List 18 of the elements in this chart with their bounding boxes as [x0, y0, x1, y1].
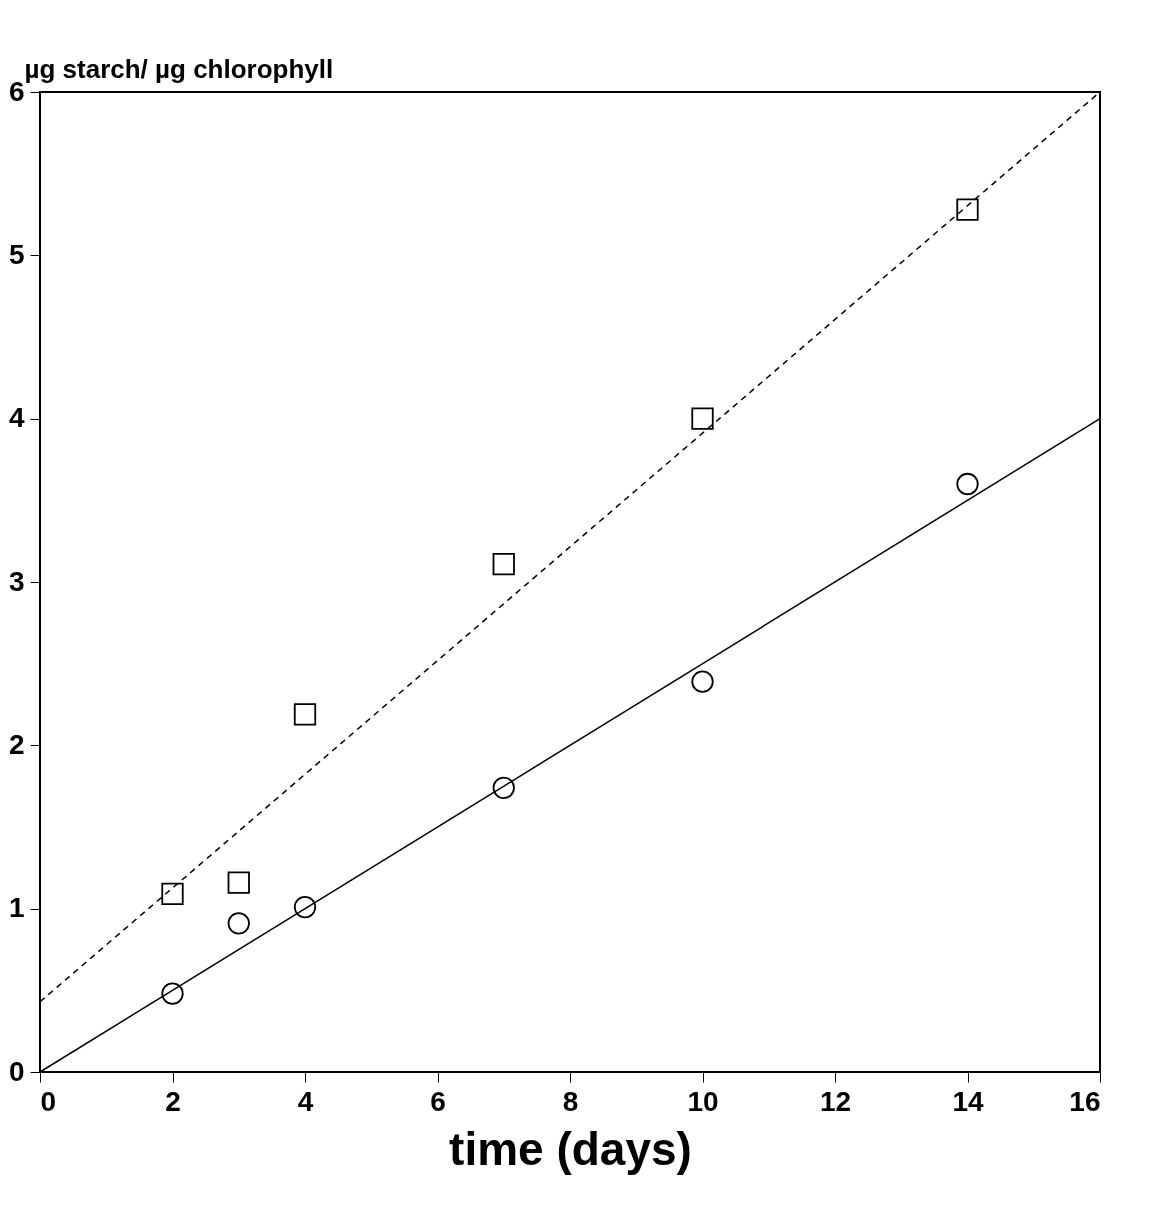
y-tick-label: 5 — [8, 238, 25, 270]
x-axis-title: time (days) — [449, 1122, 692, 1175]
y-tick-label: 6 — [8, 75, 25, 107]
x-tick-label: 8 — [562, 1085, 579, 1117]
x-tick-label: 10 — [687, 1085, 719, 1117]
y-tick-label: 4 — [8, 402, 25, 434]
x-tick-label: 12 — [819, 1085, 852, 1117]
y-tick-label: 2 — [8, 728, 25, 760]
x-tick-label: 14 — [952, 1085, 984, 1117]
x-tick-label: 16 — [1069, 1085, 1101, 1117]
y-tick-label: 3 — [8, 565, 25, 597]
y-axis-title: µg starch/ µg chlorophyll — [24, 53, 334, 84]
x-tick-label: 0 — [40, 1085, 57, 1117]
y-tick-label: 1 — [8, 892, 25, 924]
y-tick-label: 0 — [8, 1055, 25, 1087]
x-tick-label: 4 — [297, 1085, 314, 1117]
x-tick-label: 6 — [430, 1085, 446, 1117]
x-tick-label: 2 — [165, 1085, 181, 1117]
